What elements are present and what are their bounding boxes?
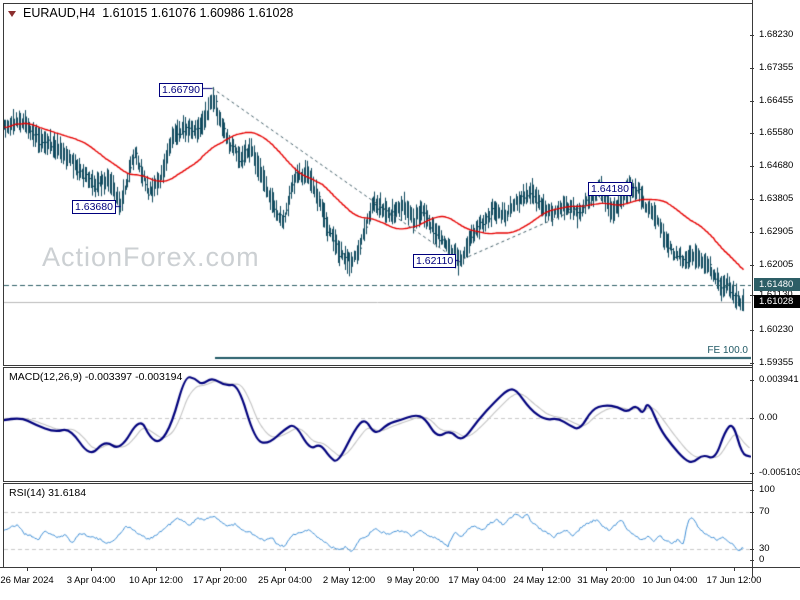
main-price-panel: ActionForex.com FE 100.0 1.667901.636801… [3,3,752,366]
current-price-axis-box: 1.61028 [754,295,800,308]
axis-price-label: 1.62005 [759,259,794,270]
axis-price-label: -0.005103 [759,467,800,478]
axis-price-label: 30 [759,543,770,554]
axis-price-label: 70 [759,506,770,517]
date-tick-mark [606,568,607,571]
level-price-axis-box: 1.61480 [754,278,800,291]
date-label: 24 May 12:00 [513,575,571,586]
axis-tick-mark [750,560,754,561]
axis-price-label: 100 [759,484,775,495]
axis-price-label: 0.003941 [759,374,799,385]
date-tick-mark [349,568,350,571]
macd-panel: MACD(12,26,9) -0.003397 -0.003194 [3,367,752,482]
date-label: 17 May 04:00 [448,575,506,586]
date-tick-mark [670,568,671,571]
date-tick-mark [27,568,28,571]
date-tick-mark [285,568,286,571]
date-tick-mark [542,568,543,571]
axis-price-label: 0 [759,554,765,565]
axis-tick-mark [750,133,754,134]
macd-indicator-label: MACD(12,26,9) -0.003397 -0.003194 [9,371,183,383]
axis-tick-mark [750,199,754,200]
axis-tick-mark [750,418,754,419]
axis-tick-mark [750,490,754,491]
quote-info: EURAUD,H4 1.61015 1.61076 1.60986 1.6102… [8,6,293,20]
date-label: 17 Apr 20:00 [193,575,247,586]
swing-price-label[interactable]: 1.62110 [413,254,457,268]
ohlc-values: 1.61015 1.61076 1.60986 1.61028 [102,6,294,20]
swing-price-label[interactable]: 1.66790 [159,83,203,97]
axis-price-label: 1.63805 [759,193,794,204]
date-label: 10 Jun 04:00 [642,575,698,586]
date-label: 26 Mar 2024 [0,575,54,586]
rsi-panel: RSI(14) 31.6184 [3,483,752,568]
symbol-dropdown-arrow-icon[interactable] [8,11,16,17]
axis-tick-mark [750,101,754,102]
date-label: 9 May 20:00 [386,575,440,586]
axis-tick-mark [750,295,754,296]
swing-price-label[interactable]: 1.64180 [588,182,632,196]
fib-extension-label[interactable]: FE 100.0 [707,345,748,356]
axis-price-label: 1.62905 [759,226,794,237]
date-tick-mark [477,568,478,571]
date-label: 31 May 20:00 [577,575,635,586]
axis-price-label: 1.64680 [759,160,794,171]
axis-tick-mark [750,512,754,513]
axis-price-label: 1.60230 [759,324,794,335]
axis-price-label: 1.66455 [759,95,794,106]
axis-price-label: 1.61130 [759,289,793,301]
rsi-indicator-label: RSI(14) 31.6184 [9,487,87,499]
axis-tick-mark [750,68,754,69]
date-axis[interactable]: 26 Mar 2024 3 Apr 04:00 10 Apr 12:00 17 Apr… [0,567,800,600]
axis-price-label: 0.00 [759,412,778,423]
symbol-timeframe: EURAUD,H4 [23,6,96,20]
date-tick-mark [734,568,735,571]
axis-tick-mark [750,35,754,36]
date-label: 25 Apr 04:00 [258,575,312,586]
axis-price-label: 1.59355 [759,357,794,368]
swing-price-label[interactable]: 1.63680 [72,200,116,214]
date-tick-mark [220,568,221,571]
date-tick-mark [413,568,414,571]
axis-tick-mark [750,549,754,550]
axis-price-label: 1.68230 [759,29,794,40]
price-axis[interactable]: 1.68230 1.67355 1.66455 1.65580 1.64680 1.638… [750,0,800,578]
rsi-canvas[interactable] [4,484,751,567]
axis-tick-mark [750,166,754,167]
axis-tick-mark [750,473,754,474]
date-label: 17 Jun 12:00 [706,575,762,586]
date-tick-mark [156,568,157,571]
axis-tick-mark [750,265,754,266]
price-chart-canvas[interactable] [4,4,751,365]
axis-price-label: 1.67355 [759,62,794,73]
date-label: 3 Apr 04:00 [66,575,116,586]
date-tick-mark [91,568,92,571]
axis-tick-mark [750,330,754,331]
axis-tick-mark [750,380,754,381]
axis-tick-mark [750,363,754,364]
macd-canvas[interactable] [4,368,751,481]
date-label: 10 Apr 12:00 [129,575,183,586]
date-label: 2 May 12:00 [322,575,376,586]
axis-tick-mark [750,232,754,233]
axis-price-label: 1.65580 [759,127,794,138]
